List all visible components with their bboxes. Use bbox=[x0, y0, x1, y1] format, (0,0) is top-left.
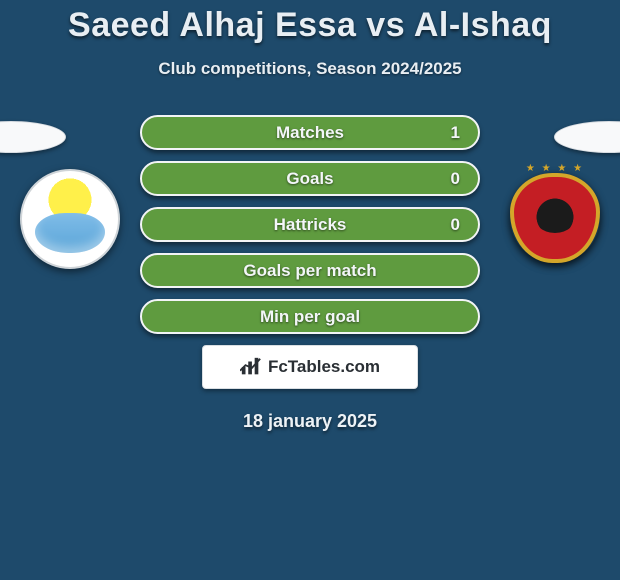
stats-list: Matches 1 Goals 0 Hattricks 0 Goals per … bbox=[140, 115, 480, 334]
stat-row-hattricks: Hattricks 0 bbox=[140, 207, 480, 242]
subtitle: Club competitions, Season 2024/2025 bbox=[0, 59, 620, 79]
watermark[interactable]: FcTables.com bbox=[202, 345, 418, 389]
bar-chart-icon bbox=[240, 357, 262, 377]
stat-row-matches: Matches 1 bbox=[140, 115, 480, 150]
stat-value-right: 0 bbox=[451, 215, 460, 235]
left-avatar-placeholder bbox=[0, 121, 66, 153]
stat-label: Matches bbox=[276, 123, 344, 143]
stat-label: Goals bbox=[286, 169, 333, 189]
stat-label: Goals per match bbox=[243, 261, 376, 281]
right-club-crest bbox=[510, 173, 600, 263]
stat-row-min-per-goal: Min per goal bbox=[140, 299, 480, 334]
left-club-crest bbox=[20, 169, 120, 269]
date-label: 18 january 2025 bbox=[0, 411, 620, 432]
stat-row-goals: Goals 0 bbox=[140, 161, 480, 196]
comparison-body: Matches 1 Goals 0 Hattricks 0 Goals per … bbox=[0, 115, 620, 432]
watermark-text: FcTables.com bbox=[268, 357, 380, 377]
right-avatar-placeholder bbox=[554, 121, 620, 153]
stat-label: Hattricks bbox=[274, 215, 347, 235]
stat-value-right: 1 bbox=[451, 123, 460, 143]
page-title: Saeed Alhaj Essa vs Al-Ishaq bbox=[0, 0, 620, 45]
shield-icon bbox=[510, 173, 600, 263]
stat-label: Min per goal bbox=[260, 307, 360, 327]
stat-value-right: 0 bbox=[451, 169, 460, 189]
stat-row-goals-per-match: Goals per match bbox=[140, 253, 480, 288]
